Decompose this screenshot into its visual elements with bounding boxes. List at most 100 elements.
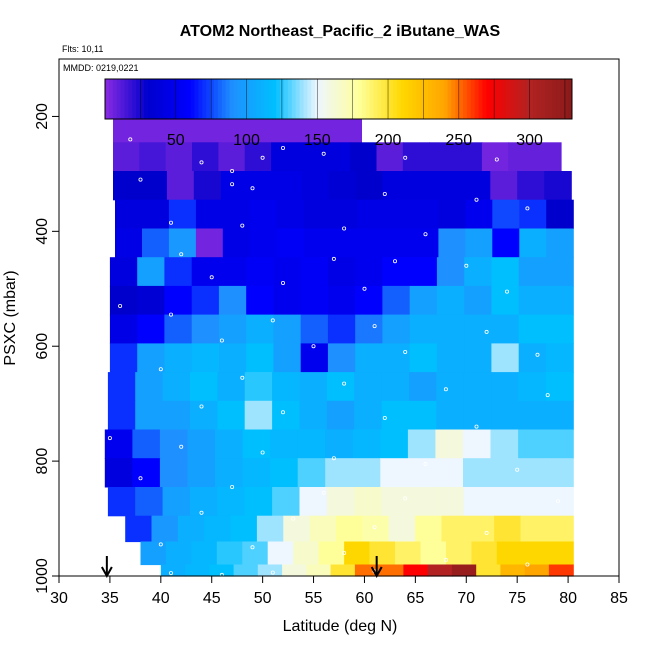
heatmap-cell [242,429,271,459]
heatmap-cell [325,458,354,488]
x-tick-label: 85 [610,590,628,607]
colorbar-segment [389,79,394,119]
heatmap-cell [299,400,328,431]
heatmap-cell [519,199,547,229]
colorbar-segment [459,79,464,119]
heatmap-cell [465,228,493,258]
colorbar-segment [396,79,402,119]
x-tick-label: 40 [152,590,170,607]
heatmap-cell [491,487,520,517]
sample-point [484,329,489,334]
heatmap-cell [384,199,413,229]
heatmap-cell [436,487,465,517]
heatmap-cell [215,458,244,488]
y-tick-label: 600 [34,333,51,360]
heatmap-cell [402,142,430,172]
heatmap-cell [355,257,384,287]
sample-point [392,259,397,264]
heatmap-cell [357,228,386,258]
heatmap-cell [187,458,216,488]
heatmap-cell [272,372,301,402]
heatmap-cell [465,199,493,229]
heatmap-cell [195,199,224,229]
heatmap-cell [380,429,409,459]
heatmap-cell [109,257,138,287]
sample-point [484,530,489,535]
heatmap-cell [212,116,238,143]
colorbar-segment [404,79,410,119]
heatmap-cell [300,257,329,287]
colorbar-segment [140,79,145,119]
heatmap-cell [162,372,191,402]
heatmap-cell [518,257,547,287]
heatmap-cell [185,564,210,577]
sample-point [403,349,408,354]
colorbar-segment [431,79,437,119]
heatmap-cell [218,257,247,287]
y-tick-label: 400 [34,218,51,245]
heatmap-cell [463,487,492,517]
heatmap-cell [162,116,189,143]
sample-point [515,467,520,472]
heatmap-cell [107,487,136,517]
heatmap-cell [115,228,143,258]
heatmap-cell [246,285,275,316]
heatmap-cell [518,343,547,373]
colorbar-segment [147,79,153,119]
colorbar-segment [517,79,522,119]
colorbar-segment [334,79,339,119]
sample-point [209,275,214,280]
heatmap-cell [355,314,384,344]
colorbar-segment [373,79,378,119]
heatmap-cell [204,515,232,543]
heatmap-cell [267,541,294,566]
heatmap-cell [132,458,161,488]
heatmap-cell [297,142,325,172]
heatmap-cell [491,257,520,287]
sample-point [535,352,540,357]
heatmap-cell [286,116,313,143]
heatmap-cell [301,171,330,201]
heatmap-cell [222,199,251,229]
heatmap-cell [328,171,357,201]
sample-point [545,393,550,398]
y-tick-label: 800 [34,448,51,475]
heatmap-cell [355,171,384,201]
flights-label: Flts: 10,11 [62,44,103,54]
heatmap-cell [435,458,464,488]
heatmap-cell [293,541,320,566]
sample-point [168,312,173,317]
colorbar-segment [112,79,118,119]
sample-point [474,197,479,202]
heatmap-cell [355,285,384,316]
colorbar-segment [151,79,157,119]
sample-point [250,186,255,191]
heatmap-cell [336,515,363,543]
colorbar-segment [303,79,308,119]
heatmap-cell [300,314,329,344]
heatmap-cell [381,400,410,431]
heatmap-cell [411,228,440,258]
heatmap-cell [409,314,438,344]
heatmap-cell [115,199,143,229]
colorbar-segment [171,79,176,119]
heatmap-cell [244,142,272,172]
heatmap-cell [388,515,416,543]
heatmap-cell [300,285,329,316]
heatmap-cell [246,343,275,373]
heatmap-cell [104,458,133,488]
colorbar-segment [178,79,184,119]
heatmap-cell [165,142,193,172]
heatmap-cell [355,343,384,373]
heatmap-cell [242,541,269,566]
heatmap-cell [273,343,302,373]
heatmap-cell [249,199,278,229]
heatmap-cell [436,171,464,201]
heatmap-cell [159,458,189,488]
heatmap-cell [327,257,356,287]
sample-point [280,145,285,150]
heatmap-cell [242,458,271,488]
colorbar-segment [338,79,343,119]
colorbar-segment [326,79,332,119]
heatmap-cell [137,257,166,287]
